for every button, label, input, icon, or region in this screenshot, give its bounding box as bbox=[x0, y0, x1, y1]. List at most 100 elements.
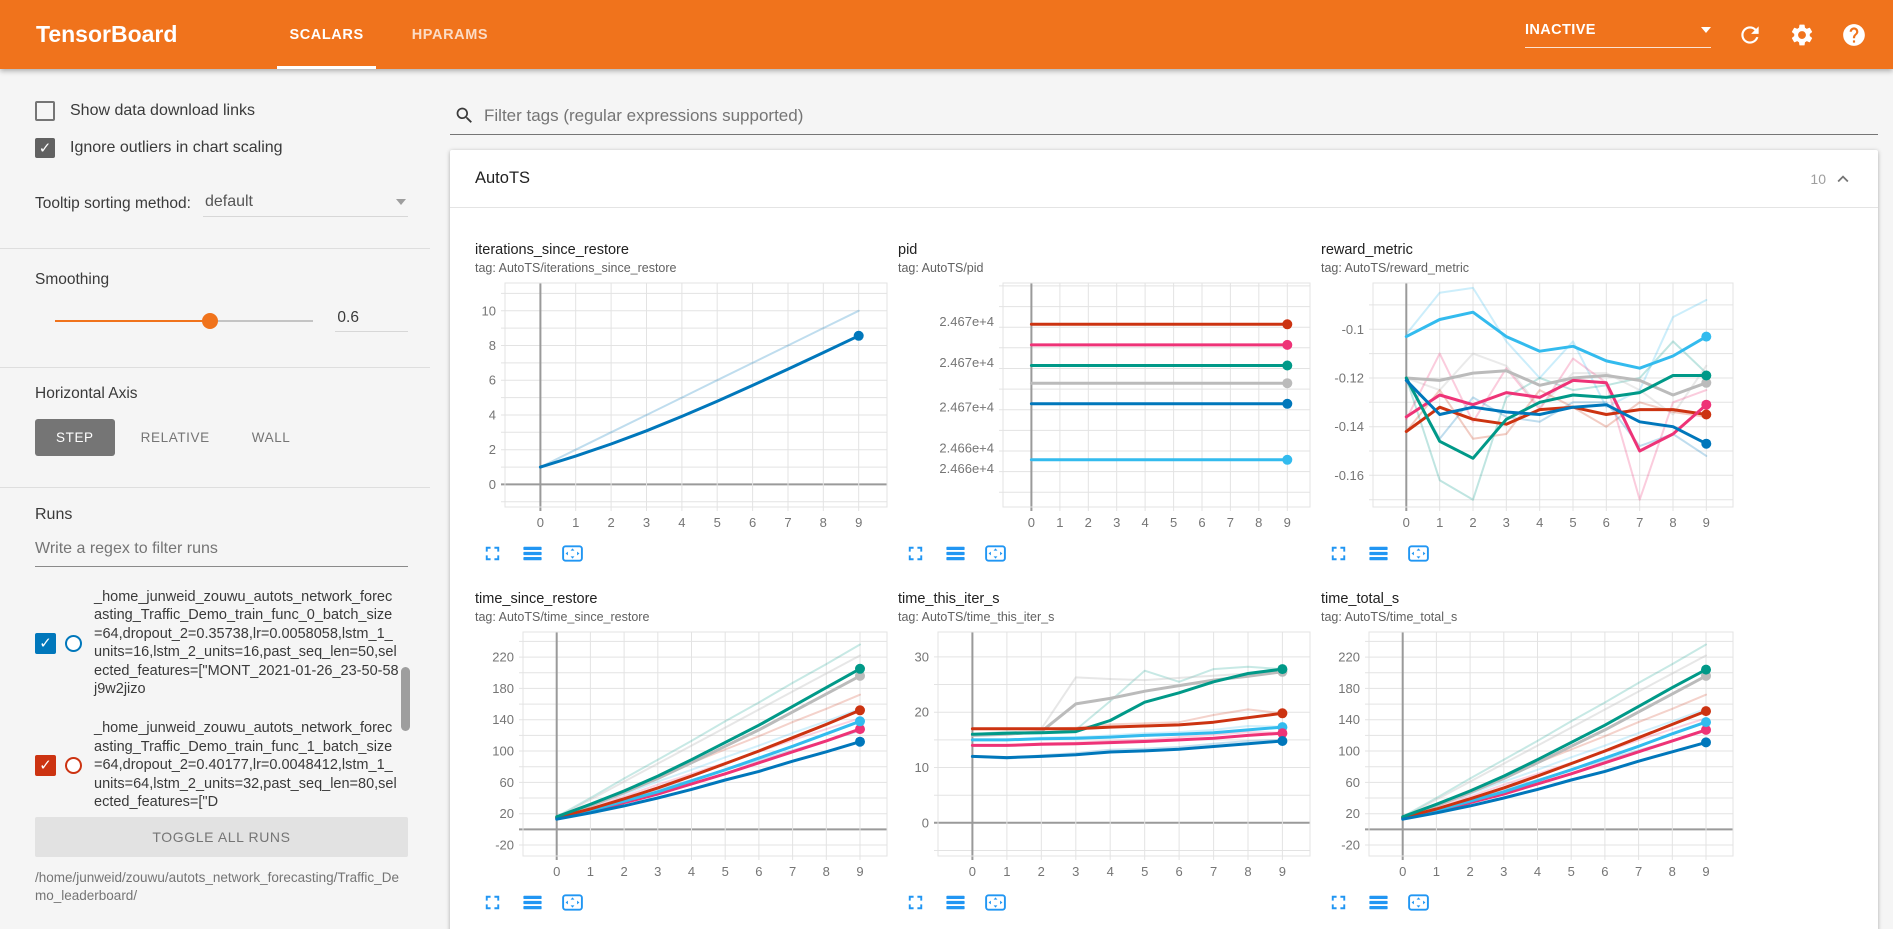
chart-toolbar bbox=[475, 542, 898, 565]
fit-domain-icon[interactable] bbox=[1407, 891, 1430, 914]
fullscreen-icon[interactable] bbox=[904, 542, 927, 565]
fit-domain-icon[interactable] bbox=[984, 542, 1007, 565]
chart-plot[interactable]: 220 180 140 100 60 20 -20 0 1 2 3 4 5 6 7 8 9 bbox=[1321, 630, 1735, 882]
help-icon[interactable] bbox=[1841, 22, 1867, 48]
svg-text:8: 8 bbox=[1669, 864, 1676, 879]
run-name: _home_junweid_zouwu_autots_network_forec… bbox=[94, 720, 397, 811]
svg-text:180: 180 bbox=[492, 681, 514, 696]
svg-text:6: 6 bbox=[1601, 864, 1608, 879]
chart-title: iterations_since_restore bbox=[475, 242, 629, 258]
smoothing-slider[interactable] bbox=[55, 312, 314, 329]
fit-domain-icon[interactable] bbox=[561, 891, 584, 914]
svg-text:5: 5 bbox=[1170, 515, 1177, 530]
chart-title: time_since_restore bbox=[475, 591, 598, 607]
chart-tag: tag: AutoTS/pid bbox=[898, 261, 984, 275]
checkbox-checked-icon[interactable] bbox=[35, 138, 55, 158]
svg-text:5: 5 bbox=[722, 864, 729, 879]
horizontal-bars-icon[interactable] bbox=[944, 891, 967, 914]
fullscreen-icon[interactable] bbox=[1327, 542, 1350, 565]
axis-wall-button[interactable]: WALL bbox=[236, 419, 307, 456]
fullscreen-icon[interactable] bbox=[481, 891, 504, 914]
ignore-outliers-checkbox[interactable]: Ignore outliers in chart scaling bbox=[35, 136, 408, 160]
svg-text:2: 2 bbox=[489, 442, 496, 457]
tab-hparams[interactable]: HPARAMS bbox=[411, 26, 489, 43]
checkbox-unchecked-icon[interactable] bbox=[35, 101, 55, 121]
chart-tag: tag: AutoTS/time_this_iter_s bbox=[898, 610, 1055, 624]
svg-text:60: 60 bbox=[500, 775, 514, 790]
svg-text:140: 140 bbox=[1338, 712, 1360, 727]
chevron-down-icon bbox=[396, 199, 406, 205]
divider bbox=[0, 487, 430, 488]
chart-plot[interactable]: -0.1 -0.12 -0.14 -0.16 0 1 2 3 4 5 6 7 8 9 bbox=[1321, 281, 1735, 533]
svg-text:0: 0 bbox=[969, 864, 976, 879]
horizontal-bars-icon[interactable] bbox=[1367, 891, 1390, 914]
fit-domain-icon[interactable] bbox=[1407, 542, 1430, 565]
refresh-icon[interactable] bbox=[1737, 22, 1763, 48]
settings-gear-icon[interactable] bbox=[1789, 22, 1815, 48]
svg-text:6: 6 bbox=[749, 515, 756, 530]
chart-plot[interactable]: 220 180 140 100 60 20 -20 0 1 2 3 4 5 6 7 8 9 bbox=[475, 630, 889, 882]
fullscreen-icon[interactable] bbox=[1327, 891, 1350, 914]
svg-text:1: 1 bbox=[1056, 515, 1063, 530]
chevron-up-icon[interactable] bbox=[1832, 168, 1854, 190]
svg-text:5: 5 bbox=[714, 515, 721, 530]
horizontal-bars-icon[interactable] bbox=[521, 891, 544, 914]
chart-plot[interactable]: 30 20 10 0 0 1 2 3 4 5 6 7 8 9 bbox=[898, 630, 1312, 882]
status-value: INACTIVE bbox=[1525, 21, 1596, 38]
run-list-item[interactable]: _home_junweid_zouwu_autots_network_forec… bbox=[35, 719, 408, 811]
svg-text:0: 0 bbox=[1399, 864, 1406, 879]
svg-text:9: 9 bbox=[1279, 864, 1286, 879]
chart-tag: tag: AutoTS/time_total_s bbox=[1321, 610, 1458, 624]
svg-text:-0.1: -0.1 bbox=[1342, 322, 1364, 337]
svg-text:8: 8 bbox=[1669, 515, 1676, 530]
run-list-item[interactable]: _home_junweid_zouwu_autots_network_forec… bbox=[35, 588, 408, 698]
svg-text:5: 5 bbox=[1568, 864, 1575, 879]
runs-scrollbar[interactable] bbox=[401, 667, 410, 731]
chart-plot[interactable]: 0 2 4 6 8 10 0 1 2 3 4 5 6 7 8 9 bbox=[475, 281, 889, 533]
chart-plot[interactable]: 2.467e+4 2.467e+4 2.467e+4 2.466e+4 2.466e+4… bbox=[898, 281, 1312, 533]
tab-scalars[interactable]: SCALARS bbox=[265, 0, 387, 69]
section-header[interactable]: AutoTS 10 bbox=[450, 150, 1878, 208]
svg-text:4: 4 bbox=[489, 408, 496, 423]
horizontal-bars-icon[interactable] bbox=[1367, 542, 1390, 565]
svg-text:1: 1 bbox=[1433, 864, 1440, 879]
svg-text:6: 6 bbox=[1175, 864, 1182, 879]
run-solo-radio-icon[interactable] bbox=[65, 634, 82, 652]
slider-thumb[interactable] bbox=[202, 312, 219, 329]
svg-text:7: 7 bbox=[1210, 864, 1217, 879]
fit-domain-icon[interactable] bbox=[984, 891, 1007, 914]
tooltip-sorting-select[interactable]: default bbox=[202, 193, 408, 217]
chart-card: time_since_restore tag: AutoTS/time_sinc… bbox=[475, 591, 898, 914]
svg-text:9: 9 bbox=[856, 864, 863, 879]
horizontal-bars-icon[interactable] bbox=[521, 542, 544, 565]
svg-text:0: 0 bbox=[1028, 515, 1035, 530]
axis-step-button[interactable]: STEP bbox=[35, 419, 115, 456]
run-solo-radio-icon[interactable] bbox=[65, 756, 82, 774]
tag-filter-input[interactable] bbox=[484, 105, 1876, 126]
svg-text:8: 8 bbox=[820, 515, 827, 530]
app-header: TensorBoard SCALARS HPARAMS INACTIVE bbox=[0, 0, 1893, 69]
status-dropdown[interactable]: INACTIVE bbox=[1525, 22, 1711, 48]
svg-text:9: 9 bbox=[1703, 515, 1710, 530]
horizontal-bars-icon[interactable] bbox=[944, 542, 967, 565]
section-title: AutoTS bbox=[475, 169, 531, 187]
svg-text:9: 9 bbox=[855, 515, 862, 530]
svg-text:2.466e+4: 2.466e+4 bbox=[939, 461, 994, 476]
axis-relative-button[interactable]: RELATIVE bbox=[125, 419, 226, 456]
smoothing-value-input[interactable]: 0.6 bbox=[335, 309, 408, 332]
tooltip-sorting-label: Tooltip sorting method: bbox=[35, 195, 191, 212]
tag-filter-bar bbox=[450, 105, 1878, 135]
fullscreen-icon[interactable] bbox=[481, 542, 504, 565]
svg-text:6: 6 bbox=[755, 864, 762, 879]
run-checkbox-checked-icon[interactable] bbox=[35, 632, 56, 654]
svg-text:5: 5 bbox=[1569, 515, 1576, 530]
tooltip-sorting-value: default bbox=[204, 193, 253, 210]
run-checkbox-checked-icon[interactable] bbox=[35, 754, 56, 776]
show-download-links-checkbox[interactable]: Show data download links bbox=[35, 99, 408, 123]
toggle-all-runs-button[interactable]: TOGGLE ALL RUNS bbox=[35, 817, 408, 858]
chart-card: time_this_iter_s tag: AutoTS/time_this_i… bbox=[898, 591, 1321, 914]
svg-text:60: 60 bbox=[1346, 775, 1360, 790]
fit-domain-icon[interactable] bbox=[561, 542, 584, 565]
runs-filter-input[interactable] bbox=[35, 538, 408, 567]
fullscreen-icon[interactable] bbox=[904, 891, 927, 914]
